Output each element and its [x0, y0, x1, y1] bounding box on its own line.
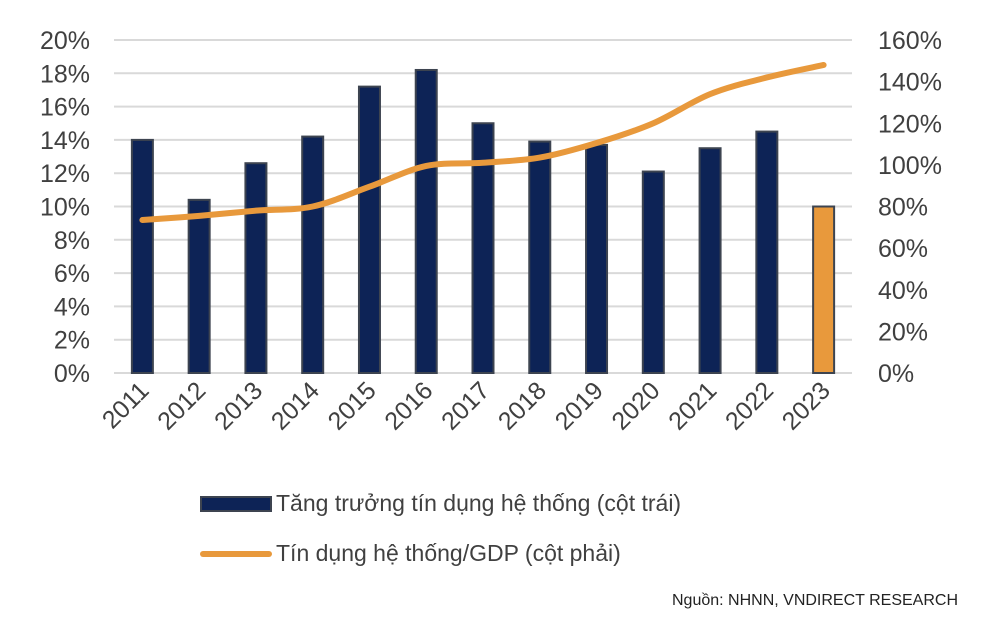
left-tick-label: 12%: [40, 160, 90, 188]
left-tick-label: 16%: [40, 94, 90, 122]
bar: [471, 122, 495, 374]
right-tick-label: 100%: [878, 152, 942, 180]
bar-swatch-icon: [200, 495, 272, 512]
x-tick-label: 2012: [152, 376, 211, 435]
bar: [641, 170, 665, 374]
left-tick-label: 20%: [40, 27, 90, 55]
line-path: [139, 61, 827, 224]
x-tick-label: 2021: [663, 376, 722, 435]
x-tick-label: 2015: [323, 376, 382, 435]
left-tick-label: 8%: [54, 227, 90, 255]
bar: [414, 68, 438, 374]
right-tick-label: 160%: [878, 27, 942, 55]
legend-line-label: Tín dụng hệ thống/GDP (cột phải): [276, 540, 621, 566]
x-tick-label: 2016: [379, 376, 438, 435]
bar: [244, 162, 268, 374]
bar-series: [130, 68, 836, 375]
bar: [357, 85, 381, 375]
bar: [528, 140, 552, 374]
left-tick-label: 18%: [40, 60, 90, 88]
x-tick-label: 2011: [97, 376, 155, 434]
bar: [755, 130, 779, 374]
right-tick-label: 60%: [878, 235, 928, 263]
left-tick-label: 10%: [40, 194, 90, 222]
left-tick-label: 4%: [54, 293, 90, 321]
line-series: [139, 61, 827, 224]
right-tick-label: 120%: [878, 110, 942, 138]
bar: [130, 138, 154, 374]
legend-item-line: Tín dụng hệ thống/GDP (cột phải): [200, 540, 621, 567]
x-tick-label: 2018: [493, 376, 552, 435]
left-axis: 0% 2% 4% 6% 8% 10% 12% 14% 16% 18% 20%: [40, 27, 90, 388]
bar: [301, 135, 325, 374]
x-tick-label: 2017: [436, 376, 495, 435]
x-tick-label: 2013: [209, 376, 268, 435]
bar: [585, 143, 609, 374]
right-tick-label: 80%: [878, 194, 928, 222]
left-tick-label: 0%: [54, 360, 90, 388]
bar: [698, 147, 722, 374]
source-note: Nguồn: NHNN, VNDIRECT RESEARCH: [672, 592, 958, 609]
left-tick-label: 14%: [40, 127, 90, 155]
legend-item-bar: Tăng trưởng tín dụng hệ thống (cột trái): [200, 490, 681, 517]
right-tick-label: 0%: [878, 360, 914, 388]
bar: [187, 198, 211, 374]
x-tick-label: 2020: [606, 376, 665, 435]
x-axis: 2011201220132014201520162017201820192020…: [97, 376, 836, 435]
legend-bar-label: Tăng trưởng tín dụng hệ thống (cột trái): [276, 490, 682, 516]
right-tick-label: 40%: [878, 277, 928, 305]
left-tick-label: 2%: [54, 327, 90, 355]
bar: [812, 205, 836, 374]
left-tick-label: 6%: [54, 260, 90, 288]
right-tick-label: 140%: [878, 69, 942, 97]
combo-chart: 0% 2% 4% 6% 8% 10% 12% 14% 16% 18% 20% 0% 20% 40% 60%…: [40, 27, 942, 436]
x-tick-label: 2014: [266, 376, 325, 435]
x-tick-label: 2019: [550, 376, 609, 435]
x-tick-label: 2022: [720, 376, 779, 435]
right-axis: 0% 20% 40% 60% 80% 100% 120% 140% 160%: [878, 27, 942, 388]
line-swatch-icon: [200, 550, 272, 557]
right-tick-label: 20%: [878, 318, 928, 346]
x-tick-label: 2023: [777, 376, 836, 435]
